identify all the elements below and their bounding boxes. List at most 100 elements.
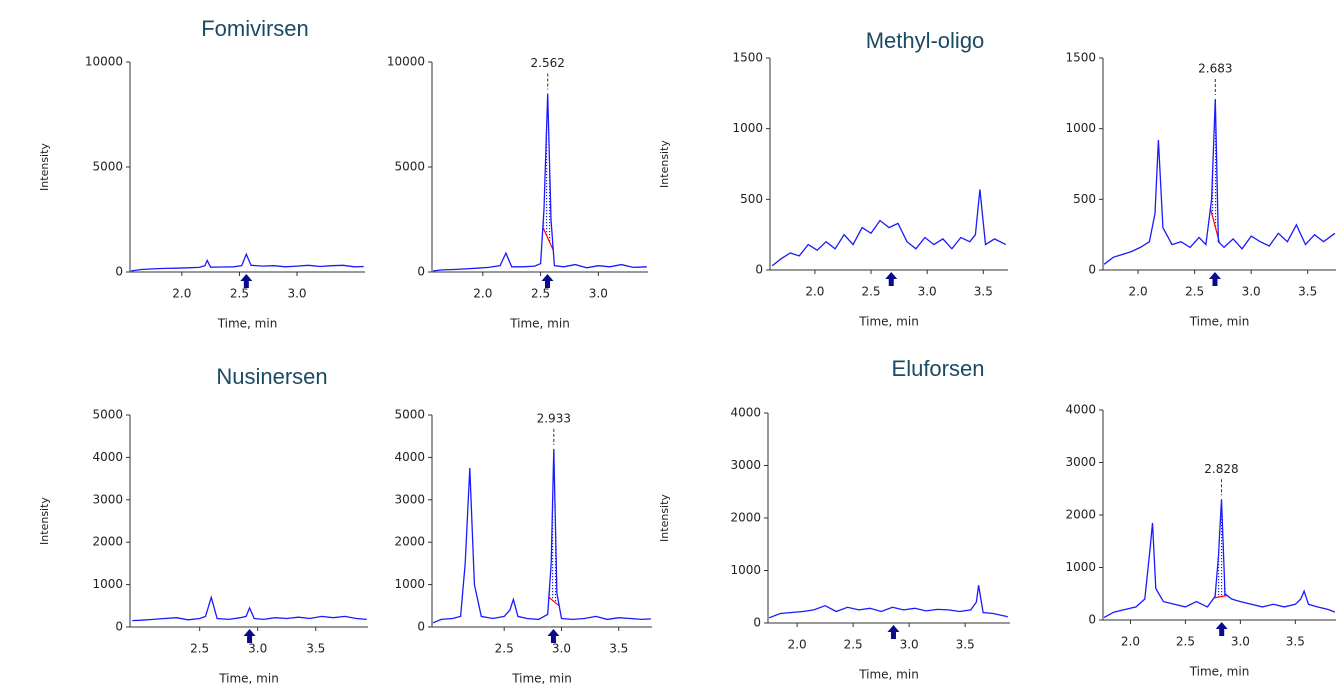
- trace: [433, 93, 647, 272]
- retention-arrow: [541, 274, 554, 288]
- trace: [1103, 98, 1336, 265]
- y-tick-label: 1500: [1065, 51, 1096, 65]
- panel-title: Nusinersen: [216, 364, 327, 389]
- peak-baseline: [1213, 594, 1228, 599]
- x-tick-label: 3.0: [1231, 635, 1250, 649]
- x-axis-label: Time, min: [218, 672, 279, 686]
- panel-title: Eluforsen: [892, 356, 985, 381]
- x-tick-label: 2.0: [1121, 635, 1140, 649]
- y-tick-label: 2000: [394, 535, 425, 549]
- x-tick-label: 3.5: [956, 638, 975, 652]
- y-tick-label: 5000: [92, 408, 123, 422]
- x-tick-label: 3.0: [918, 285, 937, 299]
- y-tick-label: 3000: [1065, 455, 1096, 469]
- retention-arrow: [887, 625, 900, 639]
- y-tick-label: 0: [417, 265, 425, 279]
- x-tick-label: 3.0: [900, 638, 919, 652]
- peak-label: 2.562: [531, 56, 565, 70]
- x-axis-label: Time, min: [1189, 315, 1250, 329]
- y-tick-label: 500: [1073, 192, 1096, 206]
- trace: [131, 252, 364, 272]
- y-tick-label: 4000: [1065, 403, 1096, 417]
- x-axis-label: Time, min: [858, 315, 919, 329]
- y-tick-label: 0: [753, 616, 761, 630]
- y-tick-label: 0: [417, 620, 425, 634]
- trace: [1103, 499, 1336, 618]
- panel-title: Fomivirsen: [201, 16, 309, 41]
- y-tick-label: 4000: [394, 450, 425, 464]
- y-tick-label: 0: [1088, 613, 1096, 627]
- x-tick-label: 3.5: [306, 642, 325, 656]
- y-tick-label: 2000: [92, 535, 123, 549]
- y-tick-label: 1000: [730, 563, 761, 577]
- retention-arrow: [240, 274, 253, 288]
- y-tick-label: 3000: [92, 492, 123, 506]
- x-tick-label: 3.5: [974, 285, 993, 299]
- x-tick-label: 2.5: [1185, 285, 1204, 299]
- x-tick-label: 2.5: [844, 638, 863, 652]
- x-tick-label: 2.5: [230, 287, 249, 301]
- y-tick-label: 1000: [394, 577, 425, 591]
- retention-arrow: [243, 629, 256, 643]
- y-tick-label: 0: [755, 263, 763, 277]
- y-tick-label: 3000: [394, 492, 425, 506]
- x-tick-label: 3.5: [609, 642, 628, 656]
- panel-title: Methyl-oligo: [866, 28, 985, 53]
- y-tick-label: 10000: [387, 55, 425, 69]
- y-tick-label: 500: [740, 192, 763, 206]
- x-tick-label: 3.0: [248, 642, 267, 656]
- trace: [768, 585, 1008, 619]
- y-tick-label: 1500: [732, 51, 763, 65]
- y-tick-label: 10000: [85, 55, 123, 69]
- y-tick-label: 0: [115, 265, 123, 279]
- x-axis-label: Time, min: [1189, 665, 1250, 679]
- retention-arrow: [885, 272, 898, 286]
- trace: [771, 189, 1007, 267]
- x-tick-label: 2.0: [1129, 285, 1148, 299]
- retention-arrow: [547, 629, 560, 643]
- y-axis-label: Intensity: [38, 143, 51, 191]
- y-tick-label: 1000: [1065, 560, 1096, 574]
- y-tick-label: 0: [115, 620, 123, 634]
- x-tick-label: 2.5: [190, 642, 209, 656]
- x-tick-label: 3.0: [287, 287, 306, 301]
- x-tick-label: 3.0: [1242, 285, 1261, 299]
- y-tick-label: 1000: [92, 577, 123, 591]
- x-tick-label: 3.5: [1286, 635, 1305, 649]
- peak-label: 2.828: [1204, 462, 1238, 476]
- y-tick-label: 1000: [732, 121, 763, 135]
- y-tick-label: 0: [1088, 263, 1096, 277]
- x-axis-label: Time, min: [511, 672, 572, 686]
- peak-baseline: [548, 596, 560, 607]
- x-tick-label: 2.5: [495, 642, 514, 656]
- x-tick-label: 2.0: [805, 285, 824, 299]
- y-tick-label: 5000: [92, 160, 123, 174]
- peak-baseline: [542, 226, 554, 251]
- x-tick-label: 2.0: [788, 638, 807, 652]
- y-axis-label: Intensity: [38, 497, 51, 545]
- x-axis-label: Time, min: [217, 317, 278, 331]
- y-tick-label: 2000: [730, 511, 761, 525]
- peak-label: 2.933: [537, 411, 571, 425]
- x-axis-label: Time, min: [858, 668, 919, 682]
- retention-arrow: [1215, 622, 1228, 636]
- x-tick-label: 2.5: [1176, 635, 1195, 649]
- x-tick-label: 2.0: [172, 287, 191, 301]
- y-tick-label: 1000: [1065, 121, 1096, 135]
- x-tick-label: 3.0: [589, 287, 608, 301]
- x-tick-label: 2.5: [861, 285, 880, 299]
- y-axis-label: Intensity: [658, 140, 671, 188]
- retention-arrow: [1208, 272, 1221, 286]
- y-tick-label: 5000: [394, 408, 425, 422]
- trace: [132, 594, 367, 622]
- y-axis-label: Intensity: [658, 494, 671, 542]
- y-tick-label: 4000: [730, 406, 761, 420]
- y-tick-label: 3000: [730, 458, 761, 472]
- x-tick-label: 3.5: [1298, 285, 1317, 299]
- peak-label: 2.683: [1198, 61, 1232, 75]
- trace: [432, 448, 651, 624]
- y-tick-label: 4000: [92, 450, 123, 464]
- x-axis-label: Time, min: [509, 317, 570, 331]
- x-tick-label: 2.0: [473, 287, 492, 301]
